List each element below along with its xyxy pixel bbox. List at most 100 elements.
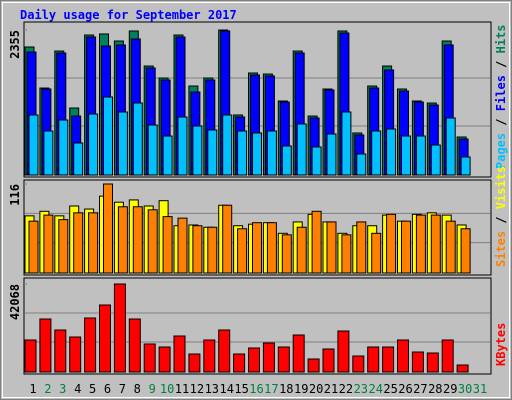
x-tick-label: 12 — [190, 382, 204, 396]
y-tick-label: 42068 — [8, 284, 22, 320]
bar — [162, 135, 173, 176]
x-tick-label: 9 — [149, 382, 156, 396]
bar — [311, 210, 322, 274]
bar — [132, 206, 143, 274]
bar — [39, 318, 52, 373]
bar — [277, 346, 290, 373]
bar — [337, 330, 350, 373]
bar — [237, 228, 248, 274]
bar — [252, 132, 262, 176]
bar — [147, 209, 158, 274]
bar — [117, 206, 128, 274]
x-tick-label: 24 — [368, 382, 382, 396]
bar — [356, 221, 367, 274]
bar — [233, 353, 246, 373]
bar — [128, 318, 141, 373]
bar — [326, 221, 337, 274]
legend-entry: Hits — [494, 24, 508, 53]
bar — [58, 219, 69, 274]
bar — [386, 213, 397, 274]
x-tick-label: 19 — [294, 382, 308, 396]
x-tick-label: 6 — [104, 382, 111, 396]
bar — [222, 204, 233, 274]
bar — [84, 317, 97, 373]
bar — [311, 146, 322, 176]
bar — [341, 234, 352, 274]
bar — [386, 128, 397, 176]
x-tick-label: 22 — [339, 382, 353, 396]
bar — [456, 364, 469, 373]
bar — [99, 304, 111, 373]
legend-entry: Pages — [494, 133, 508, 169]
bar — [371, 232, 382, 274]
bar — [252, 222, 262, 274]
legend-entry: Sites — [494, 231, 508, 267]
x-tick-label: 26 — [398, 382, 412, 396]
bar — [54, 329, 67, 373]
bar — [326, 133, 337, 176]
x-tick-label: 1 — [29, 382, 36, 396]
x-tick-label: 2 — [44, 382, 51, 396]
bar — [158, 346, 171, 373]
bar — [397, 339, 409, 373]
bar — [177, 217, 188, 274]
bar — [43, 130, 54, 176]
x-tick-label: 27 — [413, 382, 427, 396]
bar — [188, 353, 201, 373]
bar — [341, 111, 352, 176]
x-tick-label: 25 — [383, 382, 397, 396]
bar — [426, 352, 439, 373]
bar — [43, 214, 54, 274]
bar — [266, 222, 277, 274]
x-tick-label: 20 — [309, 382, 323, 396]
x-tick-label: 28 — [428, 382, 442, 396]
bar — [248, 347, 260, 373]
bar — [192, 225, 203, 274]
bar — [401, 220, 411, 274]
bar — [162, 216, 173, 274]
x-tick-label: 13 — [205, 382, 219, 396]
bar — [266, 130, 277, 176]
bar — [88, 113, 99, 176]
bar — [367, 346, 380, 373]
bar — [113, 283, 126, 373]
bar — [371, 130, 382, 176]
legend: Sites / Visits — [494, 166, 508, 267]
bar — [296, 123, 307, 176]
bar — [192, 125, 203, 176]
legend-separator: / — [494, 53, 508, 75]
legend-entry: Visits — [494, 166, 508, 209]
bar — [132, 102, 143, 176]
bar — [88, 212, 99, 274]
bar — [415, 214, 426, 274]
bar — [28, 114, 39, 176]
bar — [207, 129, 218, 176]
bar — [401, 135, 411, 176]
bar — [177, 116, 188, 176]
bar — [352, 355, 365, 373]
chart-title: Daily usage for September 2017 — [20, 8, 237, 22]
x-tick-label: 4 — [74, 382, 81, 396]
bar — [24, 339, 37, 373]
bar — [103, 96, 113, 176]
bar — [103, 183, 113, 274]
bar — [207, 226, 218, 274]
bar — [445, 220, 456, 274]
bar — [415, 135, 426, 176]
bar — [73, 212, 84, 274]
bar — [58, 119, 69, 176]
bar — [117, 111, 128, 176]
x-tick-label: 17 — [264, 382, 278, 396]
bar — [460, 228, 471, 274]
bar — [281, 145, 292, 176]
bar — [28, 220, 39, 274]
bar — [322, 348, 335, 373]
x-tick-label: 5 — [89, 382, 96, 396]
bar — [218, 329, 231, 373]
x-tick-label: 15 — [234, 382, 248, 396]
bar — [237, 130, 248, 176]
bar — [143, 343, 156, 373]
bar — [222, 114, 233, 176]
